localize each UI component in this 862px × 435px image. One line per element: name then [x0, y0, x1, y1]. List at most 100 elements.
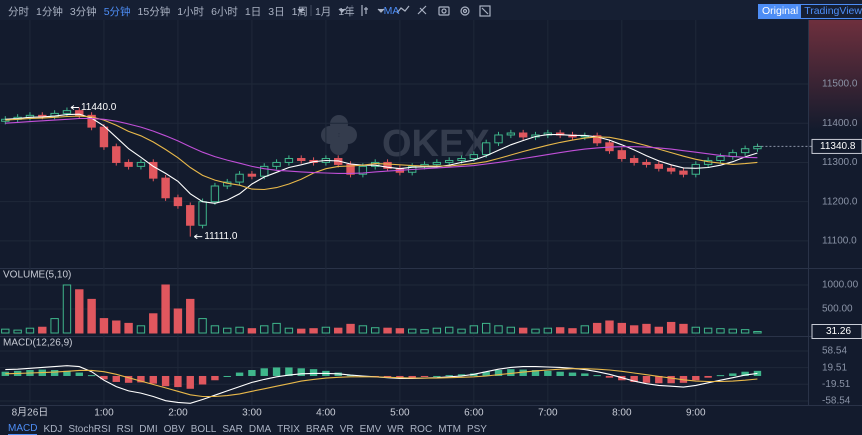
volume-bar: [223, 327, 232, 334]
macd-bar: [692, 375, 700, 381]
candle-body: [272, 161, 281, 167]
interval-button[interactable]: 1分钟: [36, 5, 63, 18]
volume-bar: [260, 325, 269, 334]
indicator-tab[interactable]: OBV: [163, 423, 185, 435]
indicator-tab[interactable]: ROC: [409, 423, 433, 435]
indicator-bar: MACD KDJ StochRSI RSI DMI OBV BOLL SAR DMA TRIX BR…: [8, 423, 487, 435]
candle-body: [691, 163, 700, 175]
interval-button[interactable]: 1小时: [177, 5, 205, 18]
volume-bar: [136, 325, 146, 334]
macd-bar: [704, 375, 712, 378]
volume-bar: [112, 320, 121, 334]
indicator-select[interactable]: MA: [383, 5, 400, 17]
interval-button[interactable]: 1日: [244, 5, 262, 18]
macd-bar: [309, 369, 318, 376]
candle-body: [260, 165, 269, 177]
view-tab[interactable]: Original: [759, 5, 802, 18]
macd-bar: [445, 375, 453, 377]
interval-button[interactable]: 15分钟: [137, 5, 171, 18]
y-tick-label: 11300.0: [822, 157, 858, 168]
macd-bar: [223, 375, 231, 377]
volume-bar: [161, 284, 170, 334]
volume-bar: [642, 323, 651, 334]
volume-bar: [272, 322, 281, 334]
volume-bar: [654, 326, 664, 334]
volume-bar: [321, 326, 331, 334]
ma-line: [5, 113, 758, 204]
candle-body: [112, 146, 121, 163]
volume-bar: [432, 327, 442, 334]
last-price-label: 11340.8: [820, 141, 856, 152]
interval-button[interactable]: 6小时: [211, 5, 238, 18]
interval-button[interactable]: 3分钟: [69, 5, 97, 18]
volume-bar: [173, 308, 183, 334]
candle-body: [284, 158, 294, 163]
interval-bar: 分时 1分钟 3分钟 5分钟 15分钟 1小时 6小时 1日 3日 1周 1月 1年 MA: [8, 3, 399, 19]
volume-bar: [494, 325, 503, 334]
candle-body: [654, 163, 664, 169]
volume-bar: [457, 328, 466, 334]
indicator-tab[interactable]: KDJ: [43, 423, 63, 435]
macd-bar: [519, 369, 527, 376]
y-tick-label: 19.51: [822, 362, 847, 373]
volume-bar: [617, 322, 627, 334]
x-tick-label: 6:00: [464, 408, 484, 419]
indicator-tab[interactable]: MTM: [438, 423, 461, 435]
indicator-tab[interactable]: TRIX: [277, 423, 300, 435]
last-value-label: 31.26: [826, 326, 851, 337]
indicator-tab[interactable]: EMV: [359, 423, 382, 435]
macd-bar: [741, 371, 749, 376]
interval-button[interactable]: 1月: [314, 5, 332, 18]
interval-button[interactable]: 分时: [8, 5, 29, 18]
indicator-tab[interactable]: DMA: [248, 423, 272, 435]
volume-bar: [716, 328, 725, 334]
panel-title: VOLUME(5,10): [3, 270, 71, 281]
indicator-tab[interactable]: VR: [339, 423, 354, 435]
macd-bar: [272, 367, 281, 376]
macd-bar: [285, 367, 293, 376]
indicator-tab[interactable]: StochRSI: [68, 423, 111, 435]
indicator-tab[interactable]: DMI: [139, 423, 158, 435]
annotation-label: 11111.0: [204, 231, 238, 242]
indicator-tab[interactable]: MACD: [8, 423, 38, 435]
macd-bar: [63, 370, 71, 376]
volume-bar: [408, 328, 417, 334]
indicator-tab[interactable]: RSI: [116, 423, 134, 435]
candle-body: [198, 201, 207, 226]
view-tab[interactable]: TradingView: [804, 5, 862, 17]
x-tick-label: 1:00: [94, 408, 114, 419]
x-tick-label: 2:00: [168, 408, 188, 419]
volume-bar: [25, 327, 35, 334]
candle-body: [432, 161, 442, 165]
interval-button[interactable]: 1年: [338, 5, 355, 18]
volume-bar: [13, 329, 22, 334]
volume-bar: [740, 329, 750, 334]
interval-button[interactable]: 1周: [291, 5, 308, 18]
macd-bar: [753, 370, 762, 376]
volume-bar: [50, 318, 59, 334]
macd-bar: [248, 370, 256, 376]
candle-body: [666, 167, 676, 172]
indicator-tab[interactable]: BRAR: [305, 423, 334, 435]
volume-bar: [679, 323, 688, 334]
indicator-tab[interactable]: PSY: [466, 423, 487, 435]
volume-bar: [334, 327, 343, 334]
candle-body: [124, 161, 133, 167]
indicator-tab[interactable]: WR: [387, 423, 404, 435]
indicator-tab[interactable]: SAR: [222, 423, 243, 435]
candle-body: [642, 161, 651, 165]
interval-button[interactable]: 5分钟: [103, 5, 131, 18]
interval-button[interactable]: 3日: [268, 5, 285, 18]
y-tick-label: -58.54: [822, 396, 851, 407]
volume-bar: [420, 329, 429, 334]
candle-body: [494, 134, 503, 144]
macd-bar: [630, 375, 638, 382]
indicator-tab[interactable]: BOLL: [190, 423, 217, 435]
macd-bar: [50, 370, 59, 376]
volume-bar: [691, 326, 700, 334]
y-tick-label: 11500.0: [822, 79, 858, 90]
volume-bar: [605, 320, 614, 334]
candle-body: [161, 177, 170, 199]
